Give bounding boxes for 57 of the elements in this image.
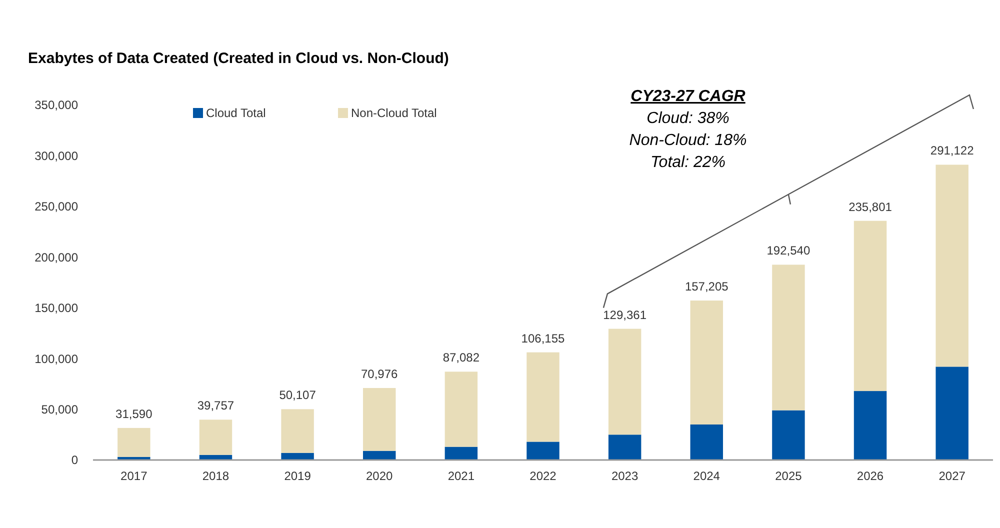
bar bbox=[363, 450, 396, 460]
bar bbox=[690, 300, 723, 424]
bar bbox=[526, 352, 560, 442]
x-tick-label: 2024 bbox=[693, 469, 720, 483]
bar bbox=[363, 388, 396, 451]
total-label: 106,155 bbox=[521, 331, 566, 346]
total-label: 157,205 bbox=[684, 280, 729, 294]
bar bbox=[854, 220, 887, 392]
legend-label: Non-Cloud Total bbox=[351, 106, 437, 120]
x-tick-label: 2019 bbox=[284, 469, 312, 483]
bar bbox=[526, 442, 560, 460]
y-tick-label: 50,000 bbox=[41, 402, 78, 416]
bar bbox=[444, 372, 478, 447]
x-tick-label: 2027 bbox=[938, 469, 966, 483]
y-tick-label: 150,000 bbox=[34, 301, 78, 316]
y-tick-label: 200,000 bbox=[34, 250, 78, 264]
x-tick-label: 2026 bbox=[856, 469, 884, 483]
bar bbox=[444, 446, 478, 460]
annotation: Total: 22% bbox=[650, 154, 726, 171]
y-tick-label: 350,000 bbox=[34, 98, 78, 112]
bar bbox=[608, 434, 642, 460]
bar bbox=[772, 264, 805, 410]
bar bbox=[936, 366, 968, 460]
total-label: 70,976 bbox=[361, 367, 398, 382]
x-tick-label: 2025 bbox=[775, 469, 802, 483]
x-tick-label: 2021 bbox=[448, 469, 475, 483]
bar bbox=[772, 410, 805, 460]
annotation: Cloud: 38% bbox=[646, 110, 730, 127]
total-label: 192,540 bbox=[766, 244, 810, 258]
total-label: 129,361 bbox=[603, 308, 647, 322]
x-tick-label: 2017 bbox=[120, 469, 148, 483]
y-tick-label: 250,000 bbox=[34, 200, 78, 214]
total-label: 87,082 bbox=[442, 350, 480, 365]
bar bbox=[690, 424, 723, 460]
x-tick-label: 2018 bbox=[202, 469, 230, 483]
annotation: Non-Cloud: 18% bbox=[629, 132, 747, 149]
x-tick-label: 2023 bbox=[611, 469, 638, 483]
x-tick-label: 2022 bbox=[530, 469, 557, 483]
text: CY23-27 CAGR bbox=[630, 88, 746, 105]
y-tick-label: 0 bbox=[71, 453, 78, 468]
x-tick-label: 2020 bbox=[366, 469, 394, 483]
chart-title: Exabytes of Data Created (Created in Cloud vs. Non-Cloud) bbox=[28, 50, 449, 67]
bar bbox=[199, 420, 232, 455]
bar bbox=[281, 409, 314, 453]
bar bbox=[608, 328, 642, 435]
bar bbox=[281, 452, 314, 460]
legend-label: Cloud Total bbox=[206, 106, 266, 120]
bar bbox=[936, 164, 968, 367]
total-label: 31,590 bbox=[116, 406, 153, 421]
y-tick-label: 100,000 bbox=[34, 352, 78, 366]
total-label: 39,757 bbox=[197, 398, 234, 413]
bar bbox=[118, 428, 150, 457]
y-tick-label: 300,000 bbox=[34, 148, 78, 163]
total-label: 291,122 bbox=[930, 144, 974, 158]
total-label: 235,801 bbox=[848, 200, 892, 214]
total-label: 50,107 bbox=[279, 388, 316, 402]
bar bbox=[854, 391, 887, 460]
